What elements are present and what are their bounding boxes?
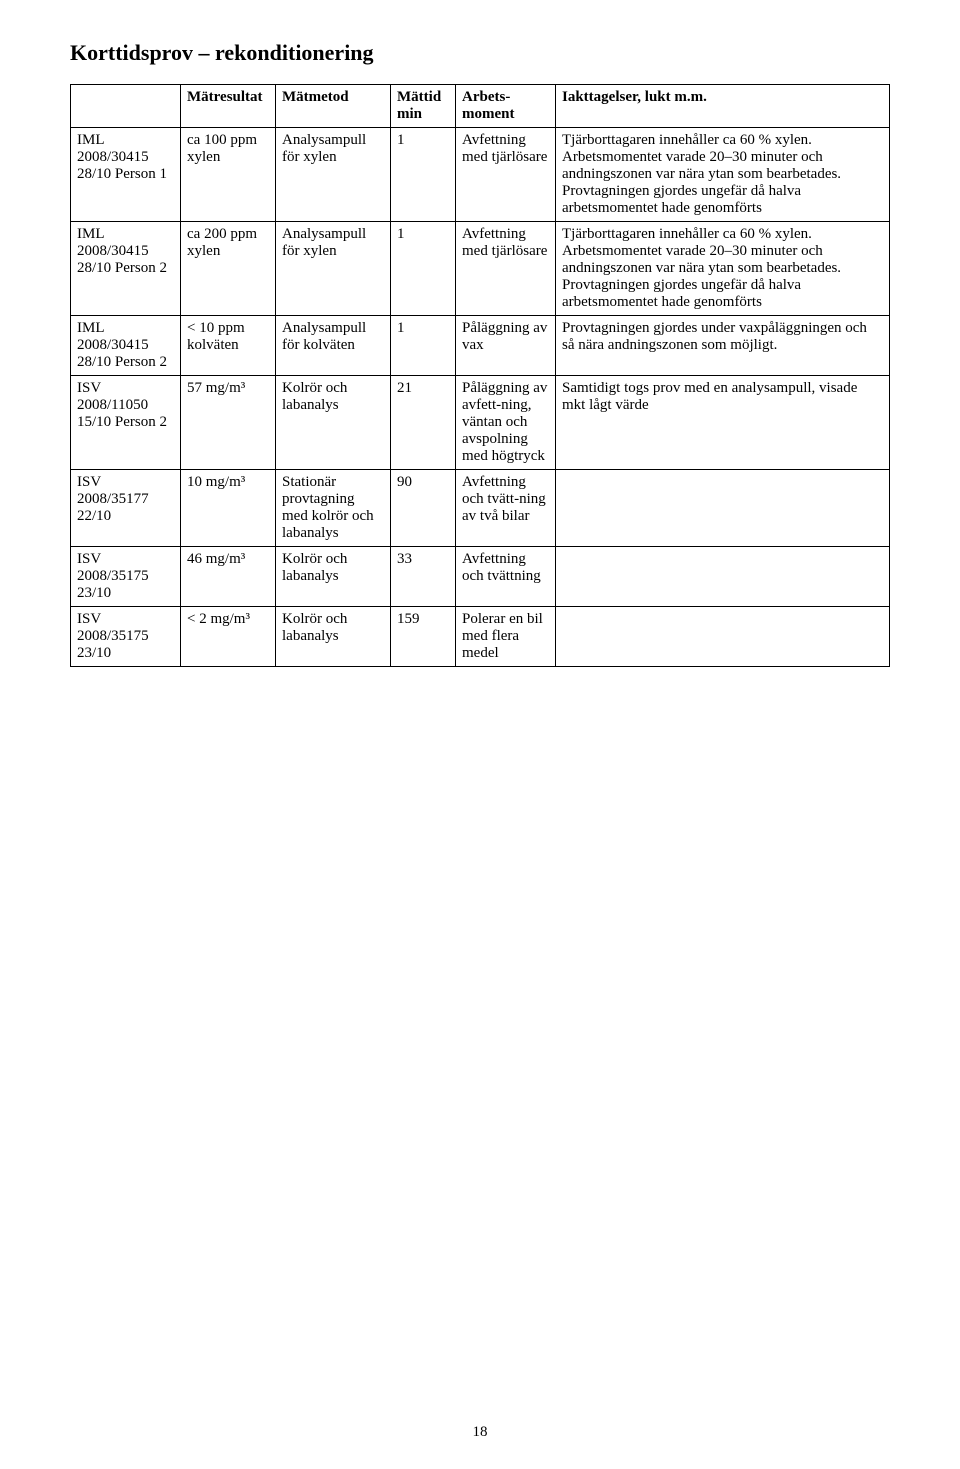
cell-res: ca 200 ppm xylen xyxy=(181,222,276,316)
cell-tid: 90 xyxy=(391,470,456,547)
table-row: IML 2008/30415 28/10 Person 2 ca 200 ppm… xyxy=(71,222,890,316)
cell-met: Kolrör och labanalys xyxy=(276,376,391,470)
cell-res: 57 mg/m³ xyxy=(181,376,276,470)
cell-mom: Avfettning med tjärlösare xyxy=(456,222,556,316)
cell-mom: Påläggning av vax xyxy=(456,316,556,376)
table-row: ISV 2008/35177 22/10 10 mg/m³ Stationär … xyxy=(71,470,890,547)
cell-res: < 2 mg/m³ xyxy=(181,607,276,667)
header-iakttagelser: Iakttagelser, lukt m.m. xyxy=(556,85,890,128)
cell-tid: 1 xyxy=(391,222,456,316)
header-blank xyxy=(71,85,181,128)
cell-res: 46 mg/m³ xyxy=(181,547,276,607)
cell-res: < 10 ppm kolväten xyxy=(181,316,276,376)
table-row: ISV 2008/35175 23/10 < 2 mg/m³ Kolrör oc… xyxy=(71,607,890,667)
cell-id: IML 2008/30415 28/10 Person 2 xyxy=(71,316,181,376)
cell-id: ISV 2008/35175 23/10 xyxy=(71,607,181,667)
cell-iak: Samtidigt togs prov med en analysampull,… xyxy=(556,376,890,470)
cell-iak xyxy=(556,607,890,667)
header-matmetod: Mätmetod xyxy=(276,85,391,128)
page-title: Korttidsprov – rekonditionering xyxy=(70,40,890,66)
cell-id: ISV 2008/35177 22/10 xyxy=(71,470,181,547)
cell-tid: 33 xyxy=(391,547,456,607)
cell-iak xyxy=(556,470,890,547)
header-arbetsmoment: Arbets-moment xyxy=(456,85,556,128)
cell-mom: Påläggning av avfett-ning, väntan och av… xyxy=(456,376,556,470)
cell-id: IML 2008/30415 28/10 Person 1 xyxy=(71,128,181,222)
header-mattid: Mättid min xyxy=(391,85,456,128)
cell-id: ISV 2008/35175 23/10 xyxy=(71,547,181,607)
cell-tid: 1 xyxy=(391,128,456,222)
header-matresultat: Mätresultat xyxy=(181,85,276,128)
cell-mom: Polerar en bil med flera medel xyxy=(456,607,556,667)
cell-res: 10 mg/m³ xyxy=(181,470,276,547)
cell-mom: Avfettning och tvätt-ning av två bilar xyxy=(456,470,556,547)
cell-id: ISV 2008/11050 15/10 Person 2 xyxy=(71,376,181,470)
cell-mom: Avfettning med tjärlösare xyxy=(456,128,556,222)
table-row: IML 2008/30415 28/10 Person 2 < 10 ppm k… xyxy=(71,316,890,376)
cell-res: ca 100 ppm xylen xyxy=(181,128,276,222)
cell-iak: Tjärborttagaren innehåller ca 60 % xylen… xyxy=(556,222,890,316)
cell-mom: Avfettning och tvättning xyxy=(456,547,556,607)
cell-met: Analysampull för kolväten xyxy=(276,316,391,376)
page-container: Korttidsprov – rekonditionering Mätresul… xyxy=(0,0,960,1469)
cell-iak: Provtagningen gjordes under vaxpåläggnin… xyxy=(556,316,890,376)
cell-tid: 1 xyxy=(391,316,456,376)
data-table: Mätresultat Mätmetod Mättid min Arbets-m… xyxy=(70,84,890,667)
cell-iak xyxy=(556,547,890,607)
cell-met: Analysampull för xylen xyxy=(276,128,391,222)
cell-tid: 159 xyxy=(391,607,456,667)
table-row: ISV 2008/35175 23/10 46 mg/m³ Kolrör och… xyxy=(71,547,890,607)
cell-met: Analysampull för xylen xyxy=(276,222,391,316)
page-number: 18 xyxy=(0,1424,960,1441)
table-row: ISV 2008/11050 15/10 Person 2 57 mg/m³ K… xyxy=(71,376,890,470)
cell-met: Stationär provtagning med kolrör och lab… xyxy=(276,470,391,547)
cell-iak: Tjärborttagaren innehåller ca 60 % xylen… xyxy=(556,128,890,222)
cell-met: Kolrör och labanalys xyxy=(276,607,391,667)
cell-tid: 21 xyxy=(391,376,456,470)
table-row: IML 2008/30415 28/10 Person 1 ca 100 ppm… xyxy=(71,128,890,222)
cell-id: IML 2008/30415 28/10 Person 2 xyxy=(71,222,181,316)
table-header-row: Mätresultat Mätmetod Mättid min Arbets-m… xyxy=(71,85,890,128)
cell-met: Kolrör och labanalys xyxy=(276,547,391,607)
